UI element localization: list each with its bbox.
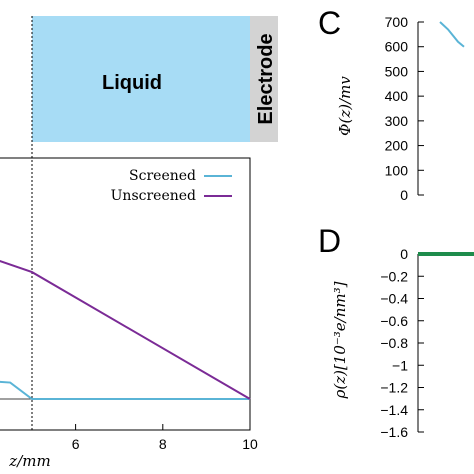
electrode-label: Electrode xyxy=(255,33,277,124)
main-x-axis-label: z/mm xyxy=(8,452,50,470)
panel-d-y-axis-label: ρ(z)[10⁻³e/nm³] xyxy=(331,281,349,399)
panel-d-tick-label: −0.6 xyxy=(380,313,408,329)
panel-d-tick-label: −1.4 xyxy=(380,402,408,418)
panel-d: D ρ(z)[10⁻³e/nm³] 0 −0.2 −0.4 −0.6 −0.8 −1 −1.… xyxy=(318,223,474,440)
panel-c-y-axis-label: Φ(z)/mv xyxy=(336,76,354,136)
legend: Screened Unscreened xyxy=(111,168,232,204)
panel-d-letter: D xyxy=(318,223,341,259)
main-x-tick-label: 6 xyxy=(72,436,80,452)
main-x-tick-label: 10 xyxy=(242,436,258,452)
panel-c-y-ticks: 700 600 500 400 300 200 100 0 xyxy=(385,14,424,203)
unscreened-line xyxy=(0,260,251,400)
panel-d-y-ticks: 0 −0.2 −0.4 −0.6 −0.8 −1 −1.2 −1.4 −1.6 xyxy=(380,246,424,440)
panel-c-tick-label: 200 xyxy=(385,138,409,154)
panel-c: C Φ(z)/mv 700 600 500 400 300 200 100 0 xyxy=(318,5,465,203)
schematic: Liquid Electrode xyxy=(32,16,278,142)
panel-c-tick-label: 500 xyxy=(385,63,409,79)
panel-d-tick-label: −0.2 xyxy=(380,268,408,284)
panel-d-tick-label: −0.4 xyxy=(380,291,408,307)
panel-d-tick-label: 0 xyxy=(400,246,408,262)
main-x-ticks: 6 8 10 xyxy=(0,398,258,452)
liquid-label: Liquid xyxy=(102,72,162,94)
legend-label-unscreened: Unscreened xyxy=(111,188,196,204)
panel-c-tick-label: 0 xyxy=(400,187,408,203)
liquid-region xyxy=(32,16,250,142)
main-x-tick-label: 8 xyxy=(159,436,167,452)
panel-c-tick-label: 700 xyxy=(385,14,409,30)
main-plot-frame xyxy=(0,157,251,431)
panel-c-letter: C xyxy=(318,5,341,41)
legend-label-screened: Screened xyxy=(129,168,196,184)
main-series xyxy=(0,260,251,400)
panel-c-series xyxy=(439,21,465,48)
panel-c-potential-line xyxy=(439,21,465,48)
panel-d-tick-label: −1.6 xyxy=(380,424,408,440)
panel-c-tick-label: 100 xyxy=(385,162,409,178)
panel-d-tick-label: −0.8 xyxy=(380,335,408,351)
screened-line xyxy=(0,380,250,400)
panel-d-tick-label: −1.2 xyxy=(380,380,408,396)
electrode-region xyxy=(250,16,278,142)
panel-c-tick-label: 400 xyxy=(385,88,409,104)
panel-c-tick-label: 600 xyxy=(385,39,409,55)
main-plot: 6 8 10 Screened Unscreened z/mm xyxy=(0,16,258,470)
panel-d-tick-label: −1 xyxy=(392,357,408,373)
panel-c-tick-label: 300 xyxy=(385,113,409,129)
